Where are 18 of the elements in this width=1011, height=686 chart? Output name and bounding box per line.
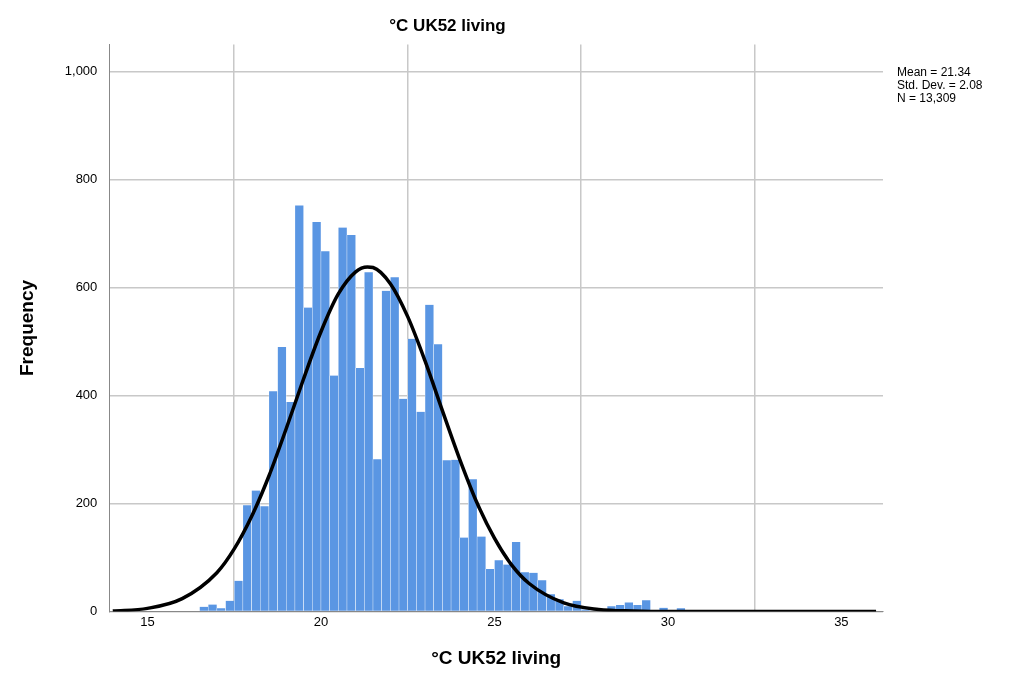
x-axis-title: °C UK52 living xyxy=(431,646,562,668)
y-tick-label: 0 xyxy=(90,603,98,619)
chart-title: °C UK52 living xyxy=(389,15,506,35)
y-tick-label: 400 xyxy=(75,387,98,403)
y-axis-title: Frequency xyxy=(15,279,37,377)
text: N = 13,309 xyxy=(897,90,957,105)
y-tick-label: 600 xyxy=(75,279,98,295)
text: Std. Dev. = 2.08 xyxy=(897,77,983,92)
text: Mean = 21.34 xyxy=(897,64,972,79)
x-tick-label: 20 xyxy=(313,613,329,629)
x-tick-label: 15 xyxy=(140,613,155,629)
x-tick-label: 30 xyxy=(660,613,676,629)
x-tick-label: 25 xyxy=(487,613,502,629)
line-series xyxy=(111,265,878,612)
y-tick-label: 800 xyxy=(75,171,98,187)
y-tick-label: 200 xyxy=(75,495,98,511)
y-tick-label: 1,000 xyxy=(64,62,98,78)
x-tick-label: 35 xyxy=(834,613,849,629)
